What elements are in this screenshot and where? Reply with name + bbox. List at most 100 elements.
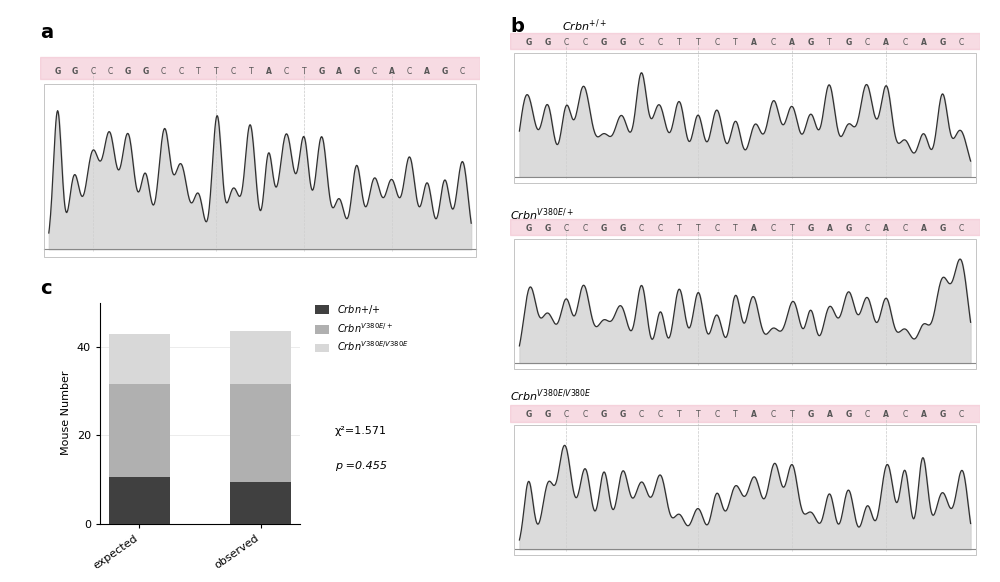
Text: C: C	[865, 224, 870, 233]
Text: C: C	[161, 67, 166, 76]
Text: G: G	[939, 38, 946, 47]
Text: G: G	[442, 67, 448, 76]
Bar	[230, 482, 291, 524]
Text: C: C	[714, 38, 719, 47]
Text: C: C	[108, 67, 113, 76]
Text: G: G	[845, 224, 852, 233]
Text: G: G	[544, 224, 551, 233]
Text: A: A	[883, 224, 889, 233]
Text: G: G	[620, 38, 626, 47]
Text: C: C	[658, 410, 663, 419]
Text: C: C	[959, 224, 964, 233]
Text: G: G	[142, 67, 149, 76]
Text: C: C	[639, 410, 644, 419]
Bar	[40, 57, 480, 79]
Text: a: a	[40, 23, 53, 42]
Text: T: T	[249, 67, 254, 76]
Text: G: G	[544, 38, 551, 47]
Text: G: G	[808, 38, 814, 47]
Text: C: C	[639, 224, 644, 233]
Text: A: A	[751, 410, 757, 419]
Text: A: A	[266, 67, 272, 76]
Text: G: G	[601, 410, 607, 419]
Text: $\it{Crbn}^{V380E/+}$: $\it{Crbn}^{V380E/+}$	[510, 207, 574, 223]
Text: C: C	[771, 410, 776, 419]
Text: p =0.455: p =0.455	[335, 460, 387, 471]
Text: C: C	[564, 410, 569, 419]
Text: b: b	[510, 17, 524, 37]
Bar	[510, 219, 980, 236]
Text: A: A	[751, 38, 757, 47]
Text: G: G	[125, 67, 131, 76]
Text: T: T	[677, 410, 682, 419]
Text: G: G	[526, 410, 532, 419]
Text: G: G	[939, 410, 946, 419]
Text: G: G	[620, 410, 626, 419]
Y-axis label: Mouse Number: Mouse Number	[61, 371, 71, 456]
Text: T: T	[696, 410, 700, 419]
Text: C: C	[90, 67, 95, 76]
Text: G: G	[526, 38, 532, 47]
Text: C: C	[231, 67, 236, 76]
Text: C: C	[865, 410, 870, 419]
Text: A: A	[883, 38, 889, 47]
Text: C: C	[771, 38, 776, 47]
Bar	[510, 405, 980, 422]
Text: A: A	[921, 224, 927, 233]
Text: T: T	[214, 67, 218, 76]
Text: T: T	[302, 67, 306, 76]
Text: C: C	[564, 224, 569, 233]
Text: C: C	[583, 38, 588, 47]
Text: T: T	[733, 410, 738, 419]
Text: T: T	[827, 38, 832, 47]
Text: C: C	[564, 38, 569, 47]
Text: T: T	[733, 224, 738, 233]
Text: χ²=1.571: χ²=1.571	[335, 425, 387, 436]
Text: A: A	[336, 67, 342, 76]
Text: A: A	[883, 410, 889, 419]
Text: C: C	[714, 224, 719, 233]
Text: G: G	[939, 224, 946, 233]
Text: $\it{Crbn}^{V380E/V380E}$: $\it{Crbn}^{V380E/V380E}$	[510, 387, 592, 404]
Bar	[230, 331, 291, 385]
Text: G: G	[620, 224, 626, 233]
Text: C: C	[865, 38, 870, 47]
Bar	[230, 385, 291, 482]
Text: A: A	[921, 38, 927, 47]
Text: C: C	[178, 67, 183, 76]
Legend: $Crbn$+/+, $Crbn^{V380E/+}$, $Crbn^{V380E/V380E}$: $Crbn$+/+, $Crbn^{V380E/+}$, $Crbn^{V380…	[315, 303, 409, 353]
Text: C: C	[714, 410, 719, 419]
Text: G: G	[845, 410, 852, 419]
Text: C: C	[902, 38, 907, 47]
Text: T: T	[790, 224, 794, 233]
Text: T: T	[696, 38, 700, 47]
Text: T: T	[677, 38, 682, 47]
Text: G: G	[526, 224, 532, 233]
Text: C: C	[639, 38, 644, 47]
Text: A: A	[921, 410, 927, 419]
Bar	[109, 333, 170, 385]
Text: C: C	[372, 67, 377, 76]
Bar	[109, 477, 170, 524]
Text: C: C	[902, 224, 907, 233]
Text: C: C	[460, 67, 465, 76]
Text: A: A	[424, 67, 430, 76]
Text: C: C	[658, 224, 663, 233]
Text: C: C	[959, 38, 964, 47]
Text: C: C	[902, 410, 907, 419]
Text: C: C	[771, 224, 776, 233]
Text: G: G	[354, 67, 360, 76]
Text: T: T	[677, 224, 682, 233]
Text: C: C	[658, 38, 663, 47]
Text: C: C	[407, 67, 412, 76]
Text: G: G	[54, 67, 61, 76]
Text: A: A	[827, 410, 833, 419]
Text: G: G	[845, 38, 852, 47]
Text: G: G	[808, 224, 814, 233]
Text: G: G	[601, 224, 607, 233]
Text: c: c	[40, 279, 52, 299]
Text: C: C	[583, 224, 588, 233]
Text: G: G	[808, 410, 814, 419]
Text: C: C	[959, 410, 964, 419]
Text: A: A	[389, 67, 395, 76]
